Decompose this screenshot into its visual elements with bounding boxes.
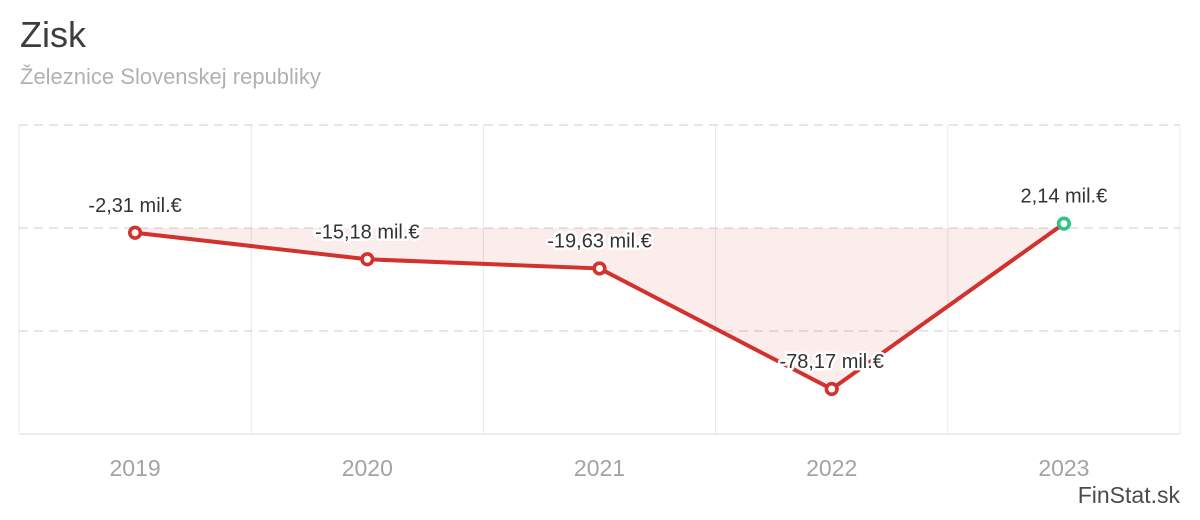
x-axis-label-2023: 2023 <box>1038 455 1089 481</box>
x-axis-label-2021: 2021 <box>574 455 625 481</box>
data-point-2021[interactable] <box>592 261 607 276</box>
point-label-2020: -15,18 mil.€ <box>315 221 420 243</box>
page-subtitle: Železnice Slovenskej republiky <box>20 64 321 89</box>
point-label-2022: -78,17 mil.€ <box>779 351 884 373</box>
data-point-2020[interactable] <box>360 252 375 267</box>
point-label-2019: -2,31 mil.€ <box>88 195 181 217</box>
data-point-2022[interactable] <box>824 381 839 397</box>
x-axis-label-2022: 2022 <box>806 455 857 481</box>
x-axis-label-2020: 2020 <box>342 455 393 481</box>
data-point-2019[interactable] <box>128 225 143 240</box>
series-area-fill <box>135 223 1064 390</box>
finstat-logo: FinStat.sk <box>1077 482 1180 508</box>
point-label-2023: 2,14 mil.€ <box>1021 186 1108 208</box>
point-label-2021: -19,63 mil.€ <box>547 230 652 252</box>
chart-header: Zisk Železnice Slovenskej republiky <box>20 14 321 90</box>
page-title: Zisk <box>20 14 86 55</box>
x-axis-label-2019: 2019 <box>110 455 161 481</box>
data-point-2023[interactable] <box>1056 216 1071 231</box>
